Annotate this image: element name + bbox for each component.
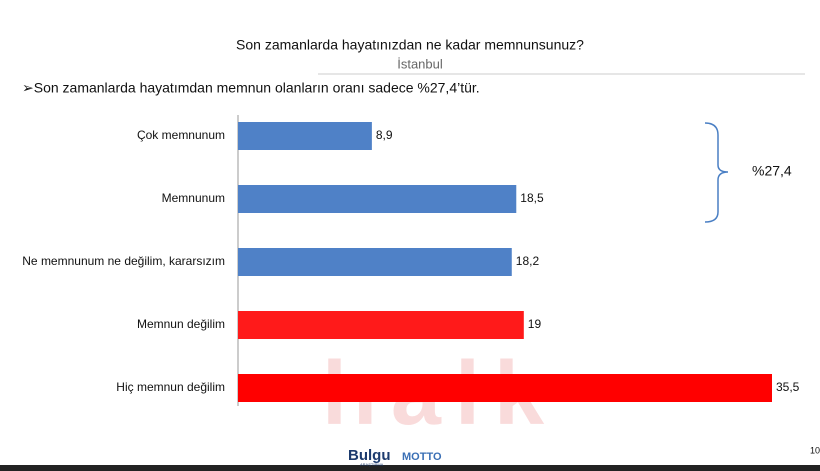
chart-subtitle: İstanbul xyxy=(397,56,443,71)
bracket xyxy=(704,122,729,223)
category-label: Ne memnunum ne değilim, kararsızım xyxy=(22,254,225,268)
value-label: 19 xyxy=(528,317,542,331)
bar xyxy=(238,185,517,213)
footer-logo: Bulgu xyxy=(348,447,391,464)
value-label: 18,5 xyxy=(520,191,544,205)
value-label: 35,5 xyxy=(776,380,800,394)
footer-logo-sub: ARAŞTIRMA xyxy=(360,462,384,467)
bar xyxy=(238,248,512,276)
bar xyxy=(238,311,524,339)
footer-strip xyxy=(0,465,820,471)
value-label: 8,9 xyxy=(376,128,393,142)
footer-partner: MOTTO xyxy=(402,451,442,463)
value-label: 18,2 xyxy=(516,254,540,268)
bar xyxy=(238,122,372,150)
page-number: 10 xyxy=(810,445,820,455)
bar xyxy=(238,374,772,402)
category-label: Çok memnunum xyxy=(137,128,225,142)
category-label: Hiç memnun değilim xyxy=(116,380,225,394)
bracket-label: %27,4 xyxy=(752,163,792,179)
chart-title: Son zamanlarda hayatınızdan ne kadar mem… xyxy=(236,37,584,53)
annotation: ➢Son zamanlarda hayatımdan memnun olanla… xyxy=(22,80,480,96)
category-label: Memnunum xyxy=(162,191,225,205)
category-label: Memnun değilim xyxy=(137,317,225,331)
